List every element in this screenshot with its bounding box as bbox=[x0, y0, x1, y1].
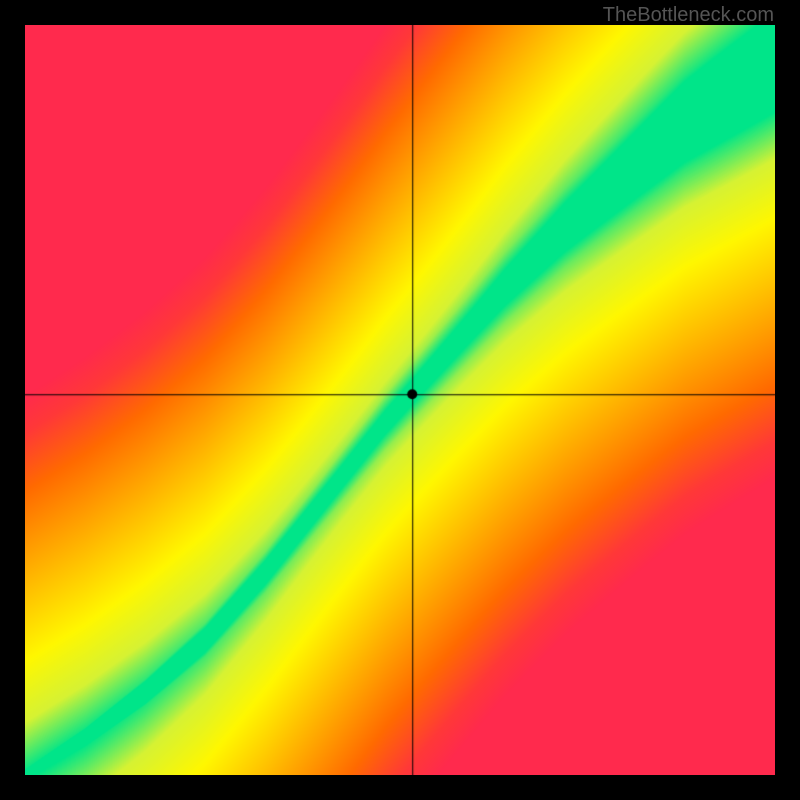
chart-container: TheBottleneck.com bbox=[0, 0, 800, 800]
heatmap-canvas bbox=[25, 25, 775, 775]
heatmap-plot bbox=[25, 25, 775, 775]
watermark-text: TheBottleneck.com bbox=[603, 4, 774, 27]
